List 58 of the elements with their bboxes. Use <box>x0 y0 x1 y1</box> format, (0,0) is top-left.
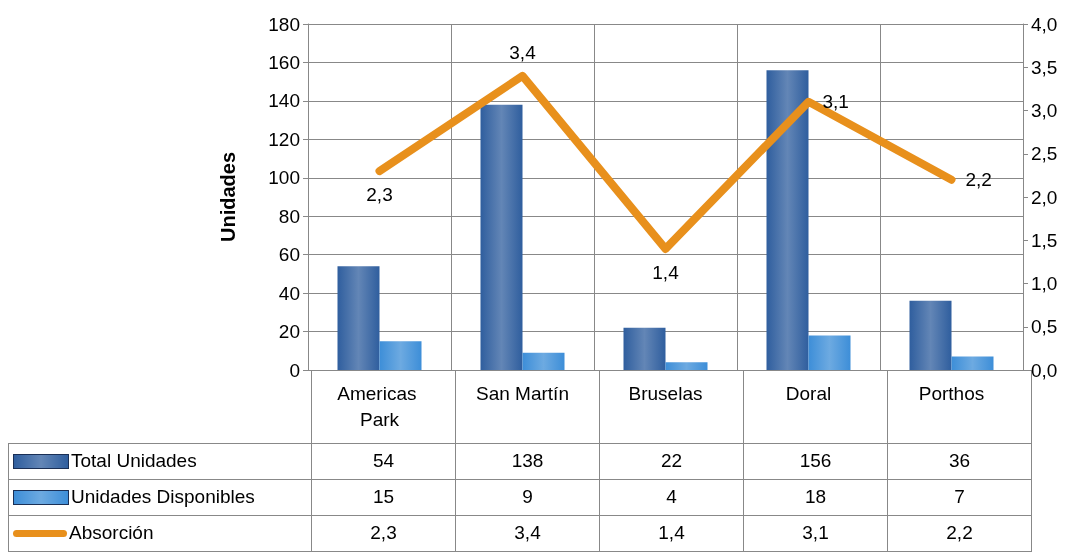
data-label: 2,3 <box>311 515 456 551</box>
y2-tick-label: 0,0 <box>1031 359 1058 381</box>
data-label: 54 <box>311 443 456 479</box>
bar <box>951 356 994 370</box>
bar <box>909 300 952 370</box>
y2-tick-label: 3,0 <box>1031 100 1058 121</box>
data-label: 3,4 <box>455 515 600 551</box>
y2-tick-label: 3,5 <box>1031 56 1058 78</box>
data-label: 4 <box>599 479 744 515</box>
y-tick-label: 20 <box>278 321 300 343</box>
data-label: 138 <box>455 443 600 479</box>
y-tick-label: 40 <box>278 282 300 304</box>
x-tick-label: San Martín <box>476 382 569 404</box>
bar <box>623 327 666 370</box>
y-tick-label: 140 <box>268 90 300 112</box>
data-label: 7 <box>887 479 1032 515</box>
text: 2,2 <box>965 169 992 191</box>
y-tick-label: 180 <box>268 13 300 35</box>
y-axis-title: Unidades <box>217 151 239 243</box>
text: 1,4 <box>652 261 679 283</box>
x-tick-label: Americas Park <box>337 382 422 430</box>
y2-tick-label: 1,0 <box>1031 273 1058 294</box>
text: 2,3 <box>366 184 393 206</box>
y-tick-label: 80 <box>278 205 300 227</box>
x-tick-label: Porthos <box>918 382 985 404</box>
y2-tick-label: 1,5 <box>1031 229 1058 251</box>
data-label: 36 <box>887 443 1032 479</box>
y-tick-label: 60 <box>278 244 300 266</box>
y2-tick-label: 2,0 <box>1031 186 1058 208</box>
bar <box>480 104 523 370</box>
data-label: 2,2 <box>887 515 1032 551</box>
legend-label: Total Unidades <box>71 450 197 471</box>
y2-tick-label: 2,5 <box>1031 143 1058 165</box>
x-tick-label: Doral <box>785 382 832 404</box>
bar <box>766 70 809 370</box>
y2-tick-label: 4,0 <box>1031 13 1058 35</box>
data-label: 15 <box>311 479 456 515</box>
bar <box>522 352 565 370</box>
legend-label: Unidades Disponibles <box>71 486 255 507</box>
data-label: 22 <box>599 443 744 479</box>
data-label: 18 <box>743 479 888 515</box>
x-tick-label: Bruselas <box>628 382 703 404</box>
y-tick-label: 0 <box>289 359 300 381</box>
legend-label: Absorción <box>69 522 154 543</box>
data-label: 9 <box>455 479 600 515</box>
y-tick-label: 160 <box>268 51 300 73</box>
data-label: 1,4 <box>599 515 744 551</box>
bar <box>808 335 851 370</box>
y-tick-label: 120 <box>268 128 300 150</box>
y-tick-label: 100 <box>268 167 300 189</box>
bar <box>337 266 380 370</box>
text: 3,1 <box>822 91 849 113</box>
y2-tick-label: 0,5 <box>1031 316 1058 338</box>
bar <box>379 341 422 370</box>
data-label: 156 <box>743 443 888 479</box>
text: 3,4 <box>509 41 536 63</box>
bar <box>665 362 708 370</box>
data-label: 3,1 <box>743 515 888 551</box>
